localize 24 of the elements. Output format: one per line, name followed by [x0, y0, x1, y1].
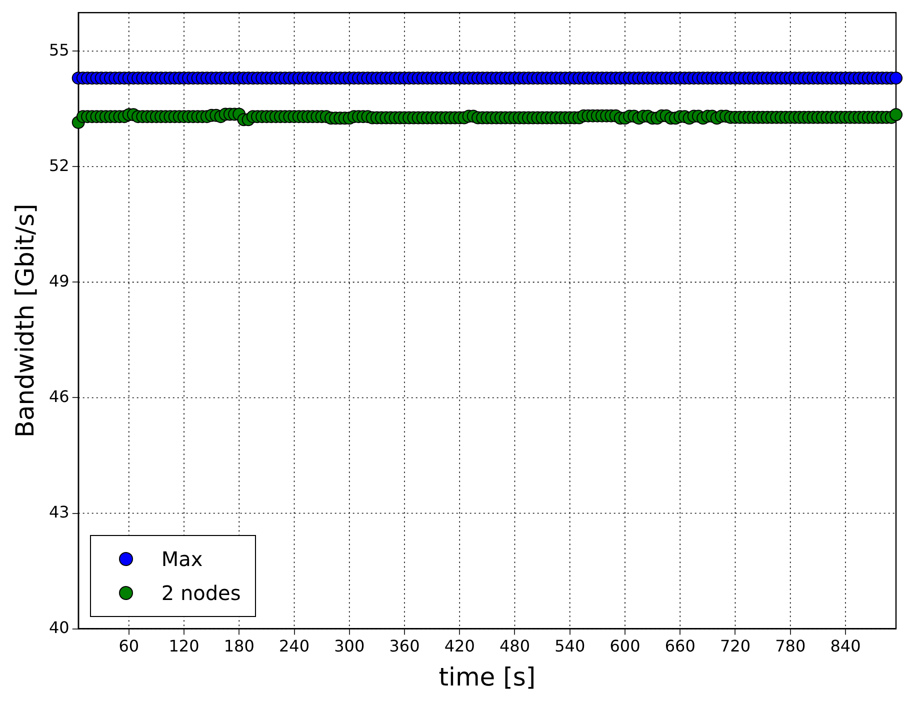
x-tick-label: 360	[389, 636, 420, 656]
x-tick-label: 480	[499, 636, 530, 656]
y-tick-label: 52	[49, 156, 70, 175]
x-tick-label: 600	[610, 636, 640, 656]
x-tick-label: 420	[444, 636, 475, 656]
x-tick-label: 540	[554, 636, 586, 656]
x-tick-label: 840	[830, 636, 861, 656]
y-tick-label: 49	[49, 271, 70, 290]
y-tick-label: 55	[49, 40, 70, 60]
x-tick-label: 720	[720, 636, 750, 656]
x-tick-label: 120	[168, 636, 200, 656]
y-axis-title: Bandwidth [Gbit/s]	[10, 204, 40, 438]
x-tick-label: 180	[224, 636, 254, 656]
x-axis-title: time [s]	[438, 662, 536, 692]
y-tick-label: 40	[49, 618, 70, 637]
legend-label: 2 nodes	[161, 580, 241, 605]
legend-label: Max	[161, 546, 203, 571]
x-tick-label: 300	[334, 636, 365, 656]
x-tick-label: 780	[775, 636, 806, 656]
y-tick-label: 46	[49, 386, 70, 406]
x-tick-label: 240	[278, 636, 310, 656]
x-tick-label: 60	[118, 636, 140, 656]
y-tick-label: 43	[49, 502, 70, 522]
x-tick-label: 660	[664, 636, 696, 656]
